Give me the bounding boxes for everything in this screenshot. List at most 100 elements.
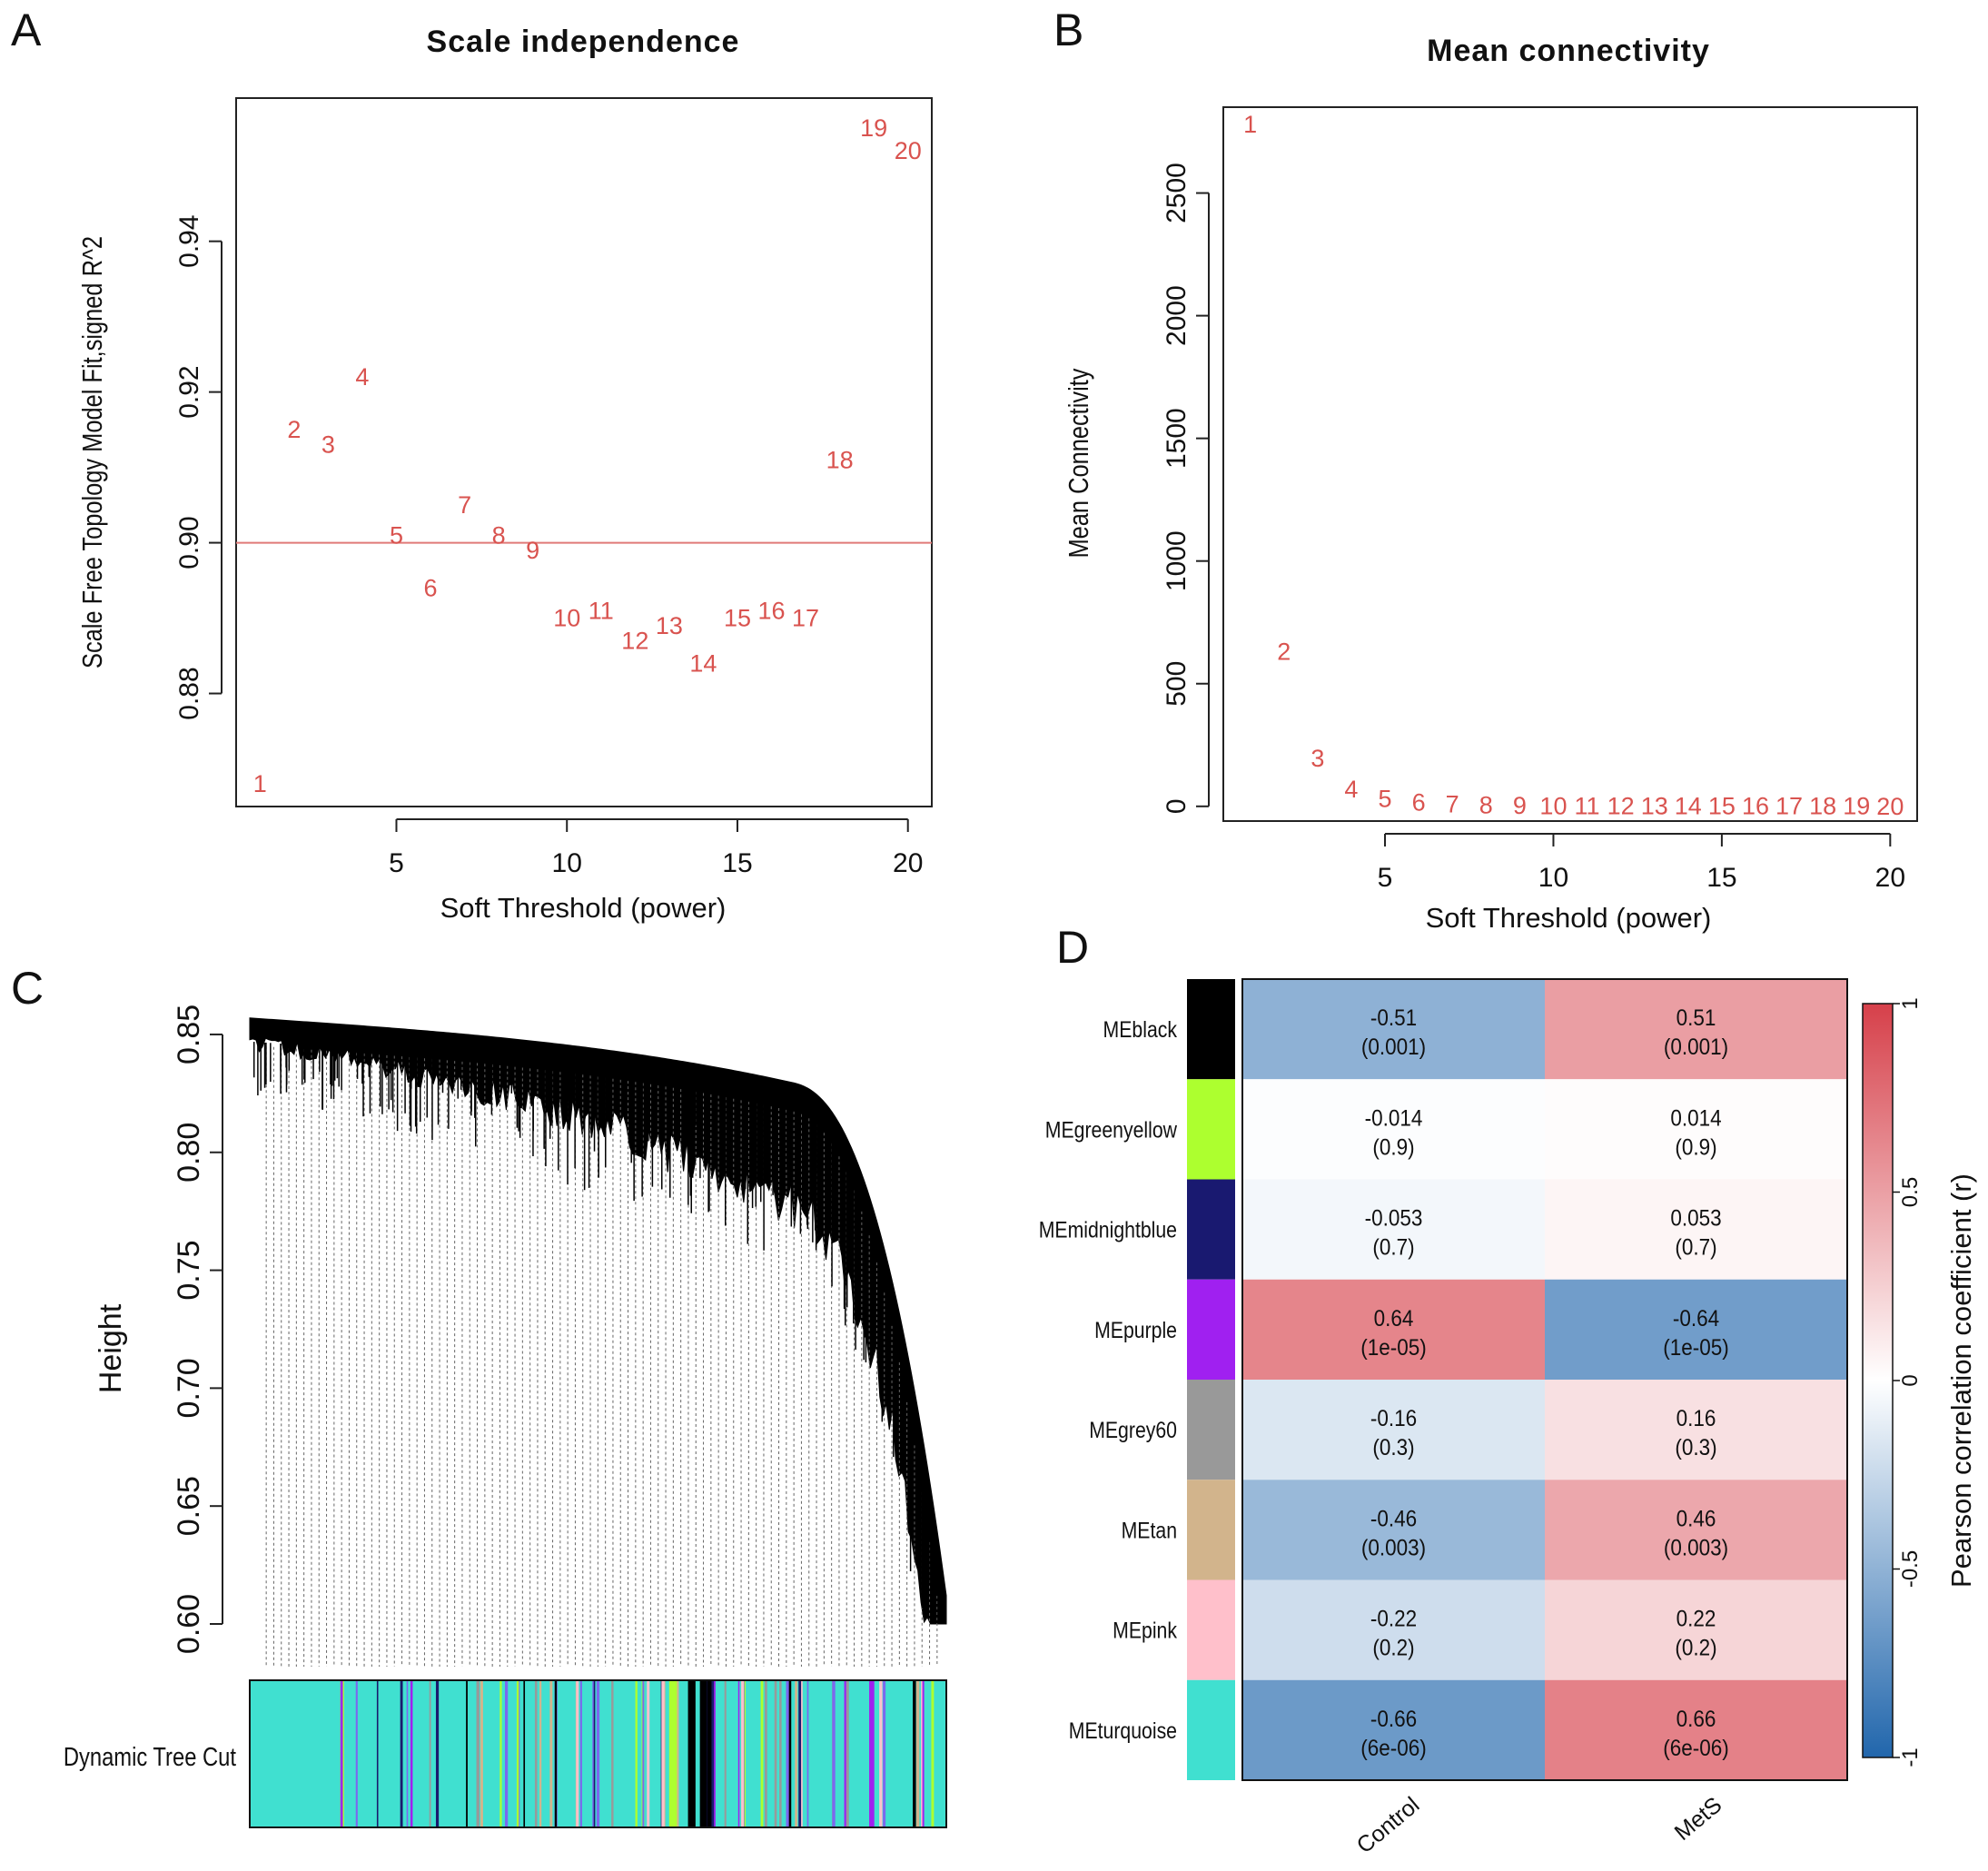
panel-d-cell-pvalue: (0.2): [1372, 1636, 1414, 1661]
panel-c-y-label: Height: [94, 1303, 128, 1393]
panel-b-point-label: 17: [1775, 793, 1803, 820]
panel-c-module-stripe: [714, 1680, 716, 1827]
panel-d-colorbar-gradient: [1862, 1003, 1894, 1758]
panel-b-point-label: 15: [1708, 793, 1736, 820]
panel-d-cell-value: 0.16: [1676, 1406, 1716, 1431]
panel-d-cell-value: -0.053: [1365, 1206, 1423, 1232]
panel-b-point-label: 3: [1310, 745, 1324, 772]
panel-c-module-stripe: [593, 1680, 596, 1827]
panel-c-module-stripe: [724, 1680, 727, 1827]
panel-c-module-stripe: [844, 1680, 846, 1827]
panel-c-y-tick-label: 0.80: [172, 1123, 206, 1183]
panel-d-cell-value: 0.46: [1676, 1506, 1716, 1531]
panel-b-mean-connectivity: Mean connectivity 5 10 15 20 05001000150020…: [1063, 34, 1918, 934]
panel-c-module-color-bar: [250, 1680, 946, 1827]
panel-b-y-tick-label: 500: [1162, 661, 1192, 707]
panel-d-cell: [1242, 1279, 1545, 1380]
panel-d-colorbar: -1 -0.5 0 0.5 1: [1862, 997, 1923, 1767]
panel-c-module-stripe: [706, 1680, 712, 1827]
panel-d-cell-pvalue: (0.003): [1664, 1535, 1728, 1560]
panel-d-row-swatch: [1187, 979, 1235, 1080]
panel-d-row-label: MEturquoise: [1069, 1718, 1177, 1743]
panel-d-cell-pvalue: (0.9): [1372, 1134, 1414, 1160]
panel-d-row-label: MEmidnightblue: [1039, 1217, 1177, 1242]
panel-d-cell-value: 0.64: [1374, 1306, 1414, 1331]
panel-c-y-tick-label: 0.60: [172, 1594, 206, 1654]
panel-a-x-label: Soft Threshold (power): [440, 892, 727, 924]
panel-c-y-tick-label: 0.75: [172, 1240, 206, 1300]
panel-c-y-axis: 0.60 0.65 0.70 0.75 0.80 0.85: [172, 1005, 223, 1654]
panel-b-point-label: 12: [1607, 793, 1635, 820]
panel-c-module-stripe: [913, 1680, 916, 1827]
panel-b-y-tick-label: 2500: [1162, 163, 1192, 223]
panel-c-tree-mass: [249, 1017, 947, 1625]
panel-d-cell: [1545, 1679, 1847, 1780]
panel-c-y-tick-label: 0.85: [172, 1005, 206, 1064]
panel-c-module-stripe: [341, 1680, 343, 1827]
panel-a-y-tick-label: 0.88: [174, 667, 204, 719]
panel-b-point-label: 18: [1809, 793, 1836, 820]
panel-b-y-tick-label: 1000: [1162, 530, 1192, 591]
panel-b-point-label: 8: [1479, 791, 1493, 818]
panel-a-point-label: 15: [724, 605, 751, 632]
panel-d-cell: [1545, 1380, 1847, 1480]
panel-b-x-tick-label: 10: [1538, 863, 1568, 893]
panel-d-cell-pvalue: (0.3): [1372, 1435, 1414, 1460]
panel-d-cell-value: -0.22: [1370, 1607, 1417, 1632]
panel-a-point-label: 6: [424, 574, 438, 601]
panel-c-module-stripe: [596, 1680, 600, 1827]
panel-d-cell-value: -0.46: [1370, 1506, 1417, 1531]
panel-b-point-label: 16: [1742, 793, 1769, 820]
panel-a-point-label: 5: [390, 521, 403, 549]
panel-b-point-label: 10: [1539, 792, 1567, 819]
panel-d-cell: [1242, 1079, 1545, 1180]
panel-d-cell-value: -0.66: [1370, 1707, 1417, 1732]
panel-a-point-label: 16: [757, 597, 785, 624]
panel-c-module-stripe: [355, 1680, 358, 1827]
panel-a-point-label: 3: [321, 431, 335, 459]
panel-c-module-stripe: [480, 1680, 483, 1827]
panel-d-heatmap: -0.51(0.001)0.51(0.001)-0.014(0.9)0.014(…: [1039, 978, 1977, 1858]
panel-d-cell-pvalue: (0.001): [1664, 1034, 1728, 1060]
panel-a-y-axis: 0.88 0.90 0.92 0.94: [174, 214, 223, 720]
panel-d-cell-pvalue: (0.7): [1372, 1235, 1414, 1261]
panel-c-module-stripe: [760, 1680, 764, 1827]
panel-a-x-tick-label: 5: [389, 848, 404, 878]
panel-b-point-label: 2: [1277, 639, 1291, 666]
panel-d-cell-value: 0.66: [1676, 1707, 1716, 1732]
panel-a-point-label: 1: [253, 770, 267, 797]
panel-b-point-label: 5: [1379, 786, 1392, 813]
panel-d-row-swatch: [1187, 1179, 1235, 1280]
panel-c-module-stripe: [539, 1680, 542, 1827]
panel-b-point-label: 9: [1513, 792, 1527, 819]
panel-c-module-stripe: [779, 1680, 782, 1827]
panel-d-cell: [1242, 1380, 1545, 1480]
panel-b-point-label: 19: [1843, 793, 1870, 820]
panel-c-module-stripe: [376, 1680, 379, 1827]
panel-c-module-stripe: [406, 1680, 409, 1827]
panel-d-cell-value: 0.053: [1670, 1206, 1721, 1232]
panel-d-row-color-swatches: [1187, 979, 1235, 1780]
panel-a-point-label: 4: [355, 363, 369, 391]
panel-b-y-tick-label: 2000: [1162, 285, 1192, 346]
panel-c-module-stripe: [534, 1680, 538, 1827]
panel-d-cell: [1545, 1480, 1847, 1580]
panel-a-point-label: 8: [492, 521, 506, 549]
panel-b-point-label: 13: [1641, 793, 1668, 820]
panel-a-point-label: 19: [860, 114, 887, 142]
panel-b-point-label: 1: [1243, 111, 1257, 138]
panel-a-y-label: Scale Free Topology Model Fit,signed R^2: [77, 236, 109, 668]
panel-c-module-stripe: [549, 1680, 552, 1827]
panel-c-module-stripe: [505, 1680, 509, 1827]
panel-d-cell-pvalue: (1e-05): [1360, 1335, 1426, 1361]
panel-c-y-tick-label: 0.65: [172, 1476, 206, 1536]
panel-d-cell: [1242, 1179, 1545, 1280]
panel-c-module-stripe: [786, 1680, 789, 1827]
panel-b-point-label: 4: [1344, 776, 1358, 803]
panel-a-point-label: 18: [826, 446, 854, 473]
panel-c-module-stripe: [466, 1680, 468, 1827]
panel-b-point-label: 7: [1446, 791, 1459, 818]
panel-d-row-swatch: [1187, 1279, 1235, 1380]
